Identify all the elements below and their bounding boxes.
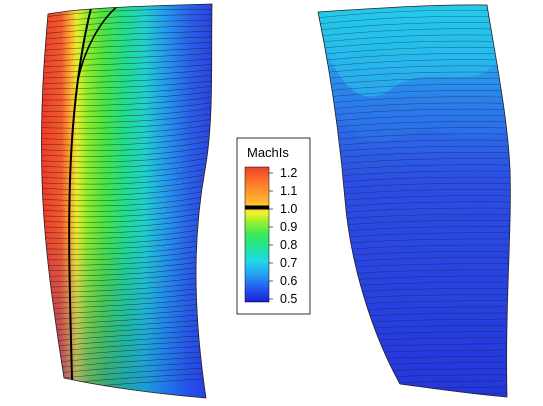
legend-tick-label: 1.0 <box>280 202 297 216</box>
isoline <box>41 139 212 151</box>
sonic-line <box>68 4 93 381</box>
isoline <box>41 226 212 239</box>
isoline <box>41 85 212 95</box>
isoline <box>41 291 212 305</box>
legend: MachIs 1.2 1.1 1.0 0.9 0.8 0.7 0.6 0.5 <box>236 137 311 315</box>
isoline <box>41 198 212 212</box>
isoline <box>41 52 212 62</box>
isoline <box>318 28 511 37</box>
legend-tick-label: 1.2 <box>280 166 297 180</box>
suction-side-outline <box>41 3 213 399</box>
isoline <box>41 90 212 101</box>
isoline <box>41 188 212 201</box>
isoline <box>41 193 212 207</box>
legend-tick-label: 0.7 <box>280 256 297 270</box>
isoline <box>41 106 212 118</box>
legend-tick-label: 0.5 <box>280 292 297 306</box>
isoline <box>41 166 212 179</box>
isoline <box>41 128 212 140</box>
legend-ticks: 1.2 1.1 1.0 0.9 0.8 0.7 0.6 0.5 <box>269 166 297 306</box>
isoline <box>41 296 212 310</box>
isoline <box>318 22 511 31</box>
isoline <box>41 204 212 218</box>
isoline <box>41 247 212 261</box>
isoline <box>41 95 212 106</box>
isoline <box>318 77 511 87</box>
isoline <box>41 160 212 174</box>
isoline <box>41 57 212 68</box>
isoline <box>41 74 212 84</box>
isoline <box>41 79 212 90</box>
isoline <box>318 47 511 56</box>
isoline <box>41 20 212 29</box>
isoline <box>318 84 511 93</box>
isoline <box>41 209 212 223</box>
isoline <box>41 14 212 24</box>
isoline <box>41 171 212 185</box>
isoline <box>41 68 212 79</box>
isoline <box>318 34 511 43</box>
isoline <box>41 123 212 135</box>
isoline <box>41 8 212 18</box>
isoline <box>41 242 212 255</box>
isoline <box>41 220 212 234</box>
isoline <box>41 280 212 294</box>
isoline <box>41 36 212 46</box>
isoline <box>41 112 212 123</box>
isoline <box>318 90 511 99</box>
isoline <box>41 155 212 168</box>
isoline <box>318 16 511 25</box>
legend-title: MachIs <box>247 145 289 160</box>
isoline <box>41 236 212 250</box>
isoline <box>41 41 212 51</box>
legend-tick-label: 0.6 <box>280 274 297 288</box>
isoline <box>41 133 212 146</box>
isoline <box>41 263 212 277</box>
isoline <box>41 117 212 129</box>
pressure-side-outline <box>317 4 511 398</box>
isoline <box>41 274 212 288</box>
isoline <box>41 285 212 299</box>
suction-side-blade <box>41 3 213 399</box>
isoline <box>318 59 511 68</box>
isoline <box>41 150 212 163</box>
legend-color-bar <box>244 166 270 303</box>
isoline <box>318 65 511 74</box>
isoline <box>41 47 212 57</box>
isoline <box>41 301 212 316</box>
isoline <box>41 253 212 266</box>
legend-tick-label: 0.8 <box>280 238 297 252</box>
isoline <box>41 307 212 321</box>
isoline <box>41 144 212 157</box>
legend-sonic-band <box>245 205 269 210</box>
isoline <box>318 40 511 50</box>
suction-side-isolines <box>41 4 212 393</box>
sonic-line-upper <box>77 4 121 81</box>
isoline <box>318 102 511 111</box>
isoline <box>41 177 212 190</box>
isoline <box>41 269 212 283</box>
isoline <box>41 101 212 112</box>
legend-tick-label: 0.9 <box>280 220 297 234</box>
isoline <box>318 71 511 80</box>
isoline <box>41 63 212 73</box>
isoline <box>318 53 511 62</box>
isoline <box>41 215 212 228</box>
pressure-side-blade <box>317 4 511 398</box>
isoline <box>41 30 212 40</box>
legend-tick-label: 1.1 <box>280 184 297 198</box>
isoline <box>41 258 212 272</box>
isoline <box>41 25 212 35</box>
isoline <box>318 96 511 105</box>
isoline <box>41 182 212 196</box>
isoline <box>41 231 212 245</box>
